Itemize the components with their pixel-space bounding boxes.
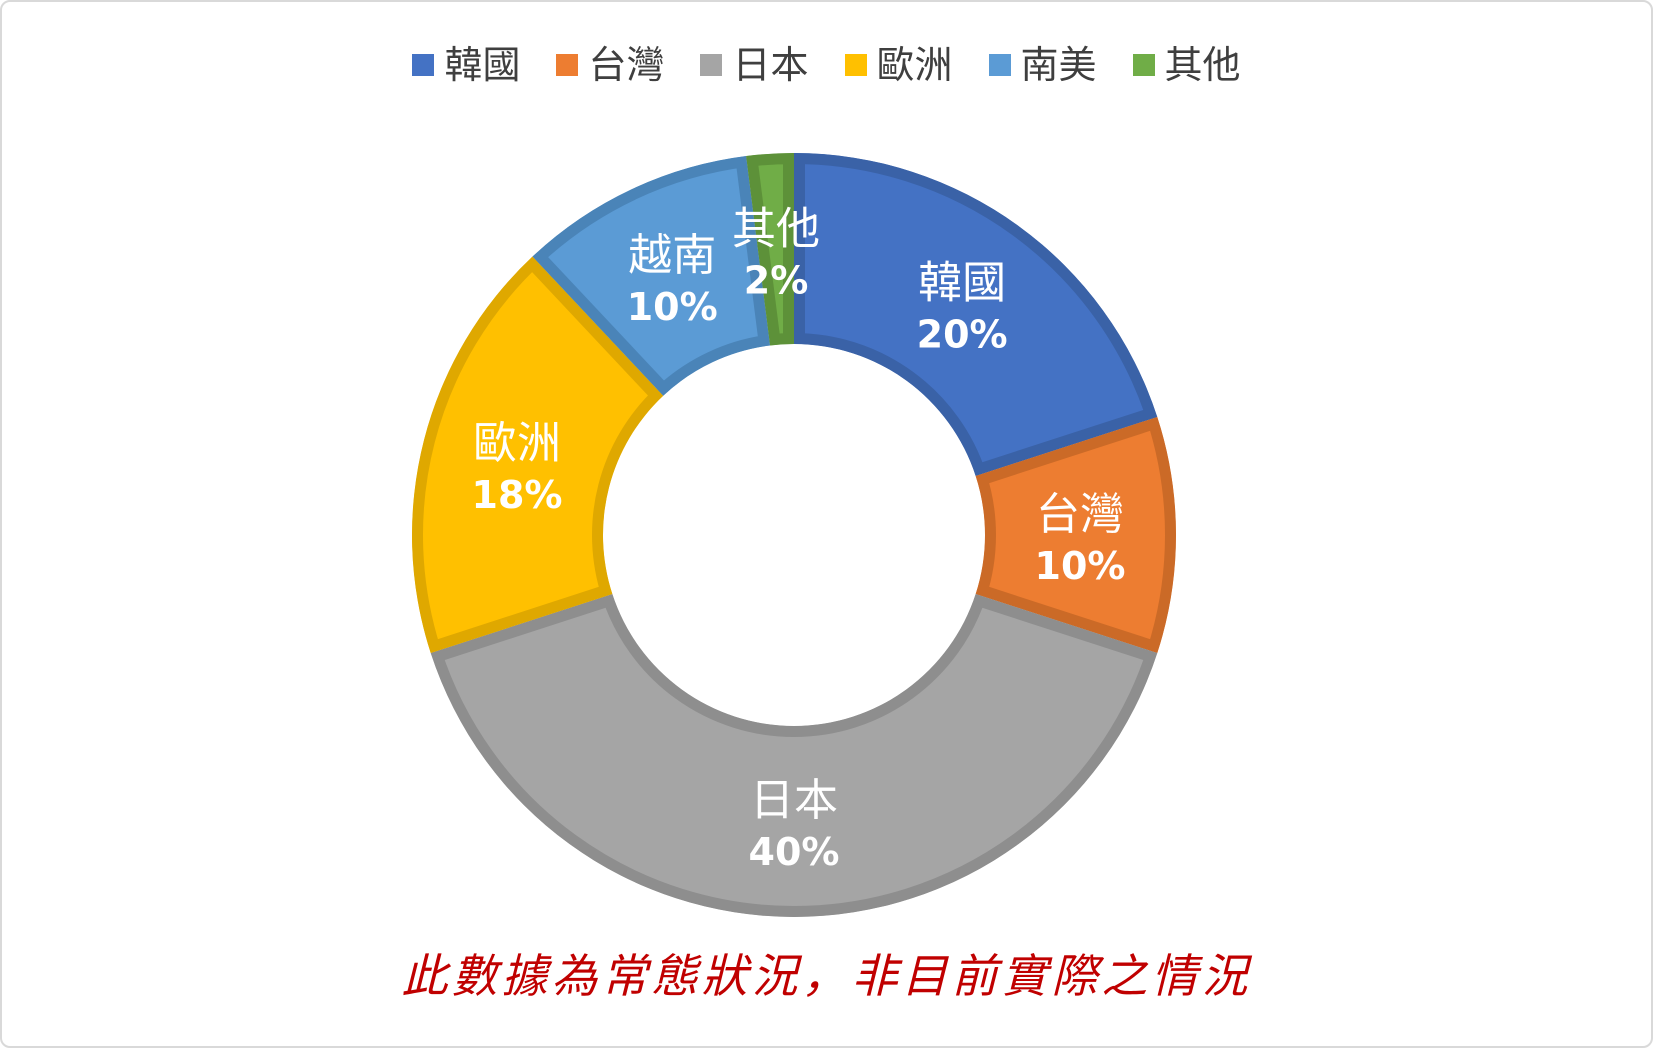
slice-name-label-1: 台灣 [1036, 489, 1124, 540]
slice-name-label-0: 韓國 [918, 258, 1006, 309]
slice-pct-label-1: 10% [1035, 544, 1126, 588]
legend-swatch-icon [700, 54, 723, 76]
slice-name-label-5: 其他 [732, 204, 820, 255]
legend-swatch-icon [556, 54, 579, 76]
legend-label: 日本 [732, 43, 809, 87]
slice-name-label-4: 越南 [628, 230, 716, 281]
chart-caption: 此數據為常態狀況，非目前實際之情況 [401, 949, 1252, 1004]
slice-pct-label-2: 40% [749, 830, 840, 874]
legend-label: 歐洲 [876, 43, 953, 87]
legend-swatch-icon [988, 54, 1011, 76]
legend-swatch-icon [844, 54, 867, 76]
slice-pct-label-5: 2% [744, 259, 809, 303]
legend-swatch-icon [412, 54, 435, 76]
slice-name-label-2: 日本 [750, 775, 838, 826]
chart-legend: 韓國 台灣 日本 歐洲 南美 其他 [2, 46, 1651, 84]
legend-label: 台灣 [588, 43, 665, 87]
legend-label: 韓國 [444, 43, 521, 87]
legend-label: 其他 [1164, 43, 1241, 87]
slice-pct-label-3: 18% [472, 473, 563, 517]
slice-name-label-3: 歐洲 [473, 418, 561, 469]
legend-item-0: 韓國 [412, 46, 520, 84]
legend-item-4: 南美 [988, 43, 1097, 87]
legend-item-5: 其他 [1132, 43, 1241, 87]
legend-item-1: 台灣 [556, 46, 664, 84]
legend-swatch-icon [1132, 54, 1155, 76]
legend-item-2: 日本 [700, 43, 809, 87]
legend-label: 南美 [1020, 43, 1097, 87]
slice-pct-label-0: 20% [917, 313, 1008, 357]
legend-item-3: 歐洲 [844, 43, 953, 87]
slice-pct-label-4: 10% [627, 285, 718, 329]
